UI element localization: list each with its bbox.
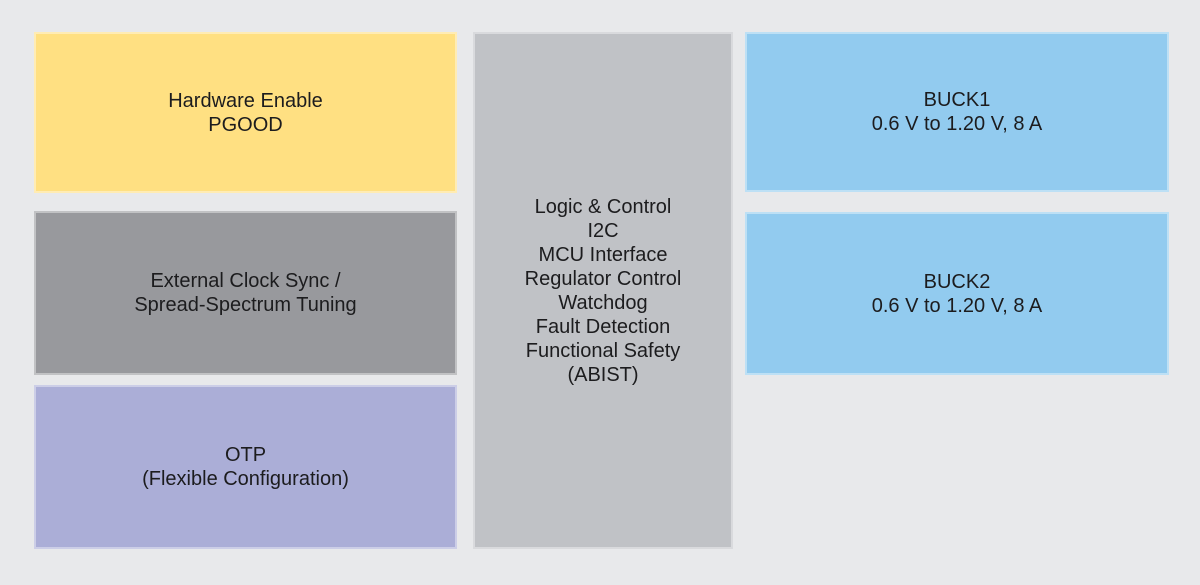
pgood-line: PGOOD <box>208 113 283 136</box>
block-buck1: BUCK1 0.6 V to 1.20 V, 8 A <box>745 32 1169 192</box>
clock-sync-line: External Clock Sync / <box>150 270 341 292</box>
block-buck2: BUCK2 0.6 V to 1.20 V, 8 A <box>745 212 1169 375</box>
buck1-title-line: BUCK1 <box>923 89 991 111</box>
otp-subtitle-line: (Flexible Configuration) <box>142 468 349 490</box>
block-otp: OTP (Flexible Configuration) <box>34 385 457 549</box>
watchdog-line: Watchdog <box>558 291 648 314</box>
spread-spectrum-line: Spread-Spectrum Tuning <box>134 294 357 316</box>
buck2-spec-line: 0.6 V to 1.20 V, 8 A <box>871 294 1043 317</box>
otp-title-line: OTP <box>224 444 267 466</box>
buck2-title-line: BUCK2 <box>923 270 991 293</box>
block-logic-and-control: Logic & Control I2C MCU Interface Regula… <box>473 32 733 549</box>
i2c-line: I2C <box>587 219 619 242</box>
hardware-enable-line: Hardware Enable <box>168 89 323 112</box>
fault-detection-line: Fault Detection <box>535 315 671 338</box>
functional-safety-line: Functional Safety <box>525 339 681 362</box>
block-hardware-enable-pgood: Hardware Enable PGOOD <box>34 32 457 193</box>
logic-control-line: Logic & Control <box>534 195 672 218</box>
abist-line: (ABIST) <box>567 363 639 386</box>
mcu-interface-line: MCU Interface <box>538 243 668 266</box>
block-external-clock-sync: External Clock Sync / Spread-Spectrum Tu… <box>34 211 457 375</box>
buck1-spec-line: 0.6 V to 1.20 V, 8 A <box>871 113 1043 135</box>
regulator-control-line: Regulator Control <box>524 267 682 290</box>
